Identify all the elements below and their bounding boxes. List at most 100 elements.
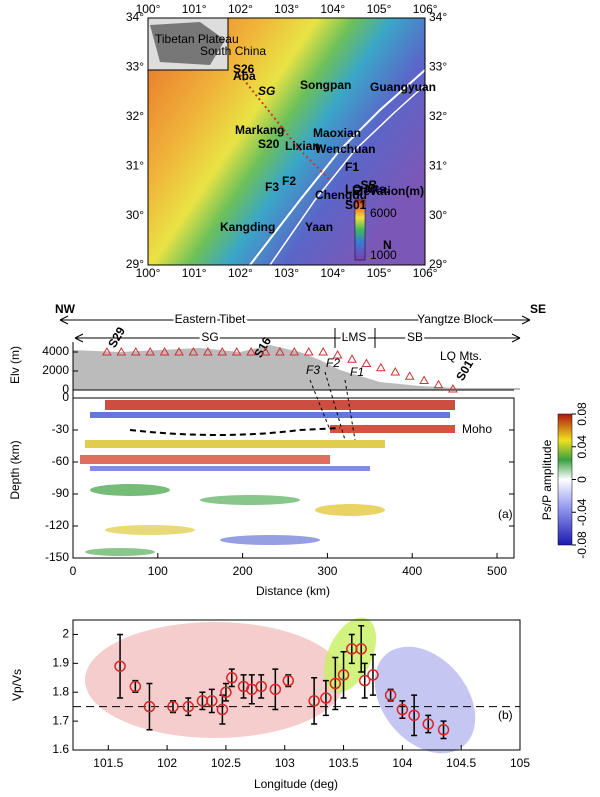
panel-label: (b)	[498, 708, 513, 722]
colorbar-tick-label: -0.08	[575, 531, 589, 559]
inset-label: South China	[200, 44, 266, 58]
north-label: N	[383, 238, 392, 252]
place-label: Aba	[233, 69, 256, 83]
error-bar	[208, 688, 215, 714]
annotation: F2	[326, 356, 340, 370]
place-label: Kangding	[220, 220, 275, 234]
error-bar	[322, 679, 329, 717]
lat-label: 34°	[429, 10, 447, 24]
station	[159, 346, 170, 356]
point	[216, 703, 229, 716]
station	[275, 346, 285, 356]
arrow	[59, 315, 531, 325]
point	[358, 674, 371, 687]
station	[448, 383, 458, 393]
point	[408, 709, 420, 722]
moho-line	[129, 427, 341, 436]
place-label: Yaan	[305, 220, 333, 234]
lon-label: 100°	[136, 2, 161, 16]
region-label: Eastern Tibet	[175, 312, 246, 326]
arrow	[74, 328, 521, 348]
place-label: S20	[258, 137, 280, 151]
colorbar-tick-label: -0.04	[575, 498, 589, 526]
place-label: Lixian	[285, 139, 320, 153]
station	[260, 346, 271, 356]
error-bar	[387, 688, 394, 702]
region-sb	[374, 646, 476, 754]
station	[231, 346, 242, 356]
y-tick-label: 1.6	[52, 742, 69, 756]
station	[246, 346, 256, 356]
error-bar	[340, 651, 347, 699]
lon-label: 101°	[182, 266, 207, 280]
fault-line	[309, 371, 356, 441]
lon-label: 102°	[228, 266, 253, 280]
place-label: Chengdu	[315, 188, 367, 202]
lon-label: 103°	[274, 266, 299, 280]
y-axis-label: Depth (km)	[8, 440, 22, 499]
region-label: Yangtze Block	[417, 312, 494, 326]
lat-label: 30°	[429, 208, 447, 222]
profile-line	[239, 74, 331, 181]
place-label: S26	[233, 62, 255, 76]
inset-land	[150, 22, 225, 65]
error-bar	[185, 697, 192, 717]
y-tick-label: -30	[52, 422, 70, 436]
station	[404, 371, 415, 380]
lon-label: 105°	[367, 266, 392, 280]
y-tick-label: -90	[52, 486, 70, 500]
error-bar	[199, 691, 206, 711]
y2-axis-label: Elv (m)	[8, 346, 22, 384]
place-label: Markang	[235, 123, 284, 137]
annotation: Moho	[462, 422, 492, 436]
region-lms	[323, 617, 377, 693]
block-label: LMS	[342, 330, 367, 344]
block-label: SB	[407, 330, 423, 344]
error-bar	[348, 633, 355, 665]
place-label: F3	[265, 180, 279, 194]
lat-label: 31°	[126, 158, 144, 172]
region-sg	[85, 622, 345, 738]
lon-label: 105°	[367, 2, 392, 16]
error-bar	[222, 682, 229, 702]
station	[318, 346, 329, 356]
block-label: SG	[201, 330, 218, 344]
station	[217, 346, 228, 356]
point	[308, 695, 320, 707]
y-tick-label: -150	[45, 550, 69, 564]
point	[437, 724, 450, 736]
x-tick-label: 101.5	[93, 756, 123, 770]
lon-label: 106°	[413, 266, 438, 280]
elevation-bar	[354, 199, 366, 261]
y-tick-label: 1.8	[52, 684, 69, 698]
legend-label: 6000	[370, 206, 397, 220]
x-tick-label: 103	[275, 756, 295, 770]
error-bar	[369, 653, 376, 696]
station	[188, 346, 199, 356]
colorbar-tick-label: 0.08	[575, 402, 589, 426]
place-label: Wenchuan	[315, 142, 375, 156]
error-bar	[272, 668, 279, 711]
y-axis-label: Vp/Vs	[10, 669, 24, 701]
lat-label: 32°	[126, 109, 144, 123]
lon-label: 100°	[136, 266, 161, 280]
station	[347, 354, 357, 363]
error-bar	[440, 720, 447, 740]
lon-label: 104°	[320, 2, 345, 16]
lat-label: 33°	[126, 60, 144, 74]
error-bar	[248, 674, 255, 705]
error-bar	[361, 662, 368, 699]
x-tick-label: 103.5	[329, 756, 359, 770]
place-label: S01	[345, 198, 367, 212]
place-label: SG	[258, 84, 275, 98]
y2-tick-label: 2000	[42, 363, 69, 377]
annotation: S29	[105, 324, 128, 350]
annotation: F1	[350, 365, 364, 379]
x-tick-label: 102.5	[211, 756, 241, 770]
point	[329, 677, 342, 690]
point	[143, 700, 156, 713]
error-bar	[228, 668, 235, 688]
x-tick-label: 300	[317, 564, 337, 578]
